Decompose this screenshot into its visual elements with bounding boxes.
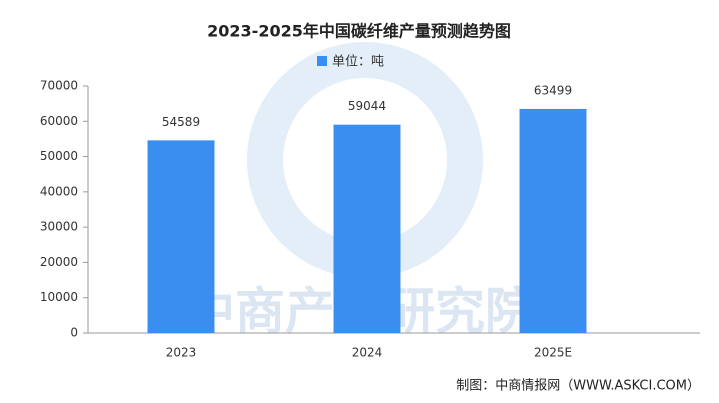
bar [333, 124, 401, 333]
source: 制图：中商情报网（WWW.ASKCI.COM） [456, 379, 700, 394]
value-label: 59044 [348, 99, 386, 113]
y-tick-label: 20000 [40, 255, 78, 269]
y-tick-label: 30000 [40, 220, 78, 234]
y-tick-label: 10000 [40, 290, 78, 304]
bar [147, 140, 215, 333]
x-tick-label: 2023 [166, 346, 197, 360]
x-tick-label: 2024 [352, 346, 383, 360]
value-label: 54589 [162, 115, 200, 129]
y-tick-label: 50000 [40, 149, 78, 163]
y-tick-label: 70000 [40, 79, 78, 93]
x-tick-label: 2025E [534, 346, 572, 360]
y-tick-label: 40000 [40, 184, 78, 198]
bar [519, 108, 587, 333]
value-label: 63499 [534, 83, 572, 97]
legend-label: 单位：吨 [332, 55, 384, 70]
y-tick-label: 60000 [40, 114, 78, 128]
y-tick-label: 0 [70, 326, 78, 340]
legend-swatch [317, 56, 327, 66]
chart-title: 2023-2025年中国碳纤维产量预测趋势图 [207, 22, 511, 41]
